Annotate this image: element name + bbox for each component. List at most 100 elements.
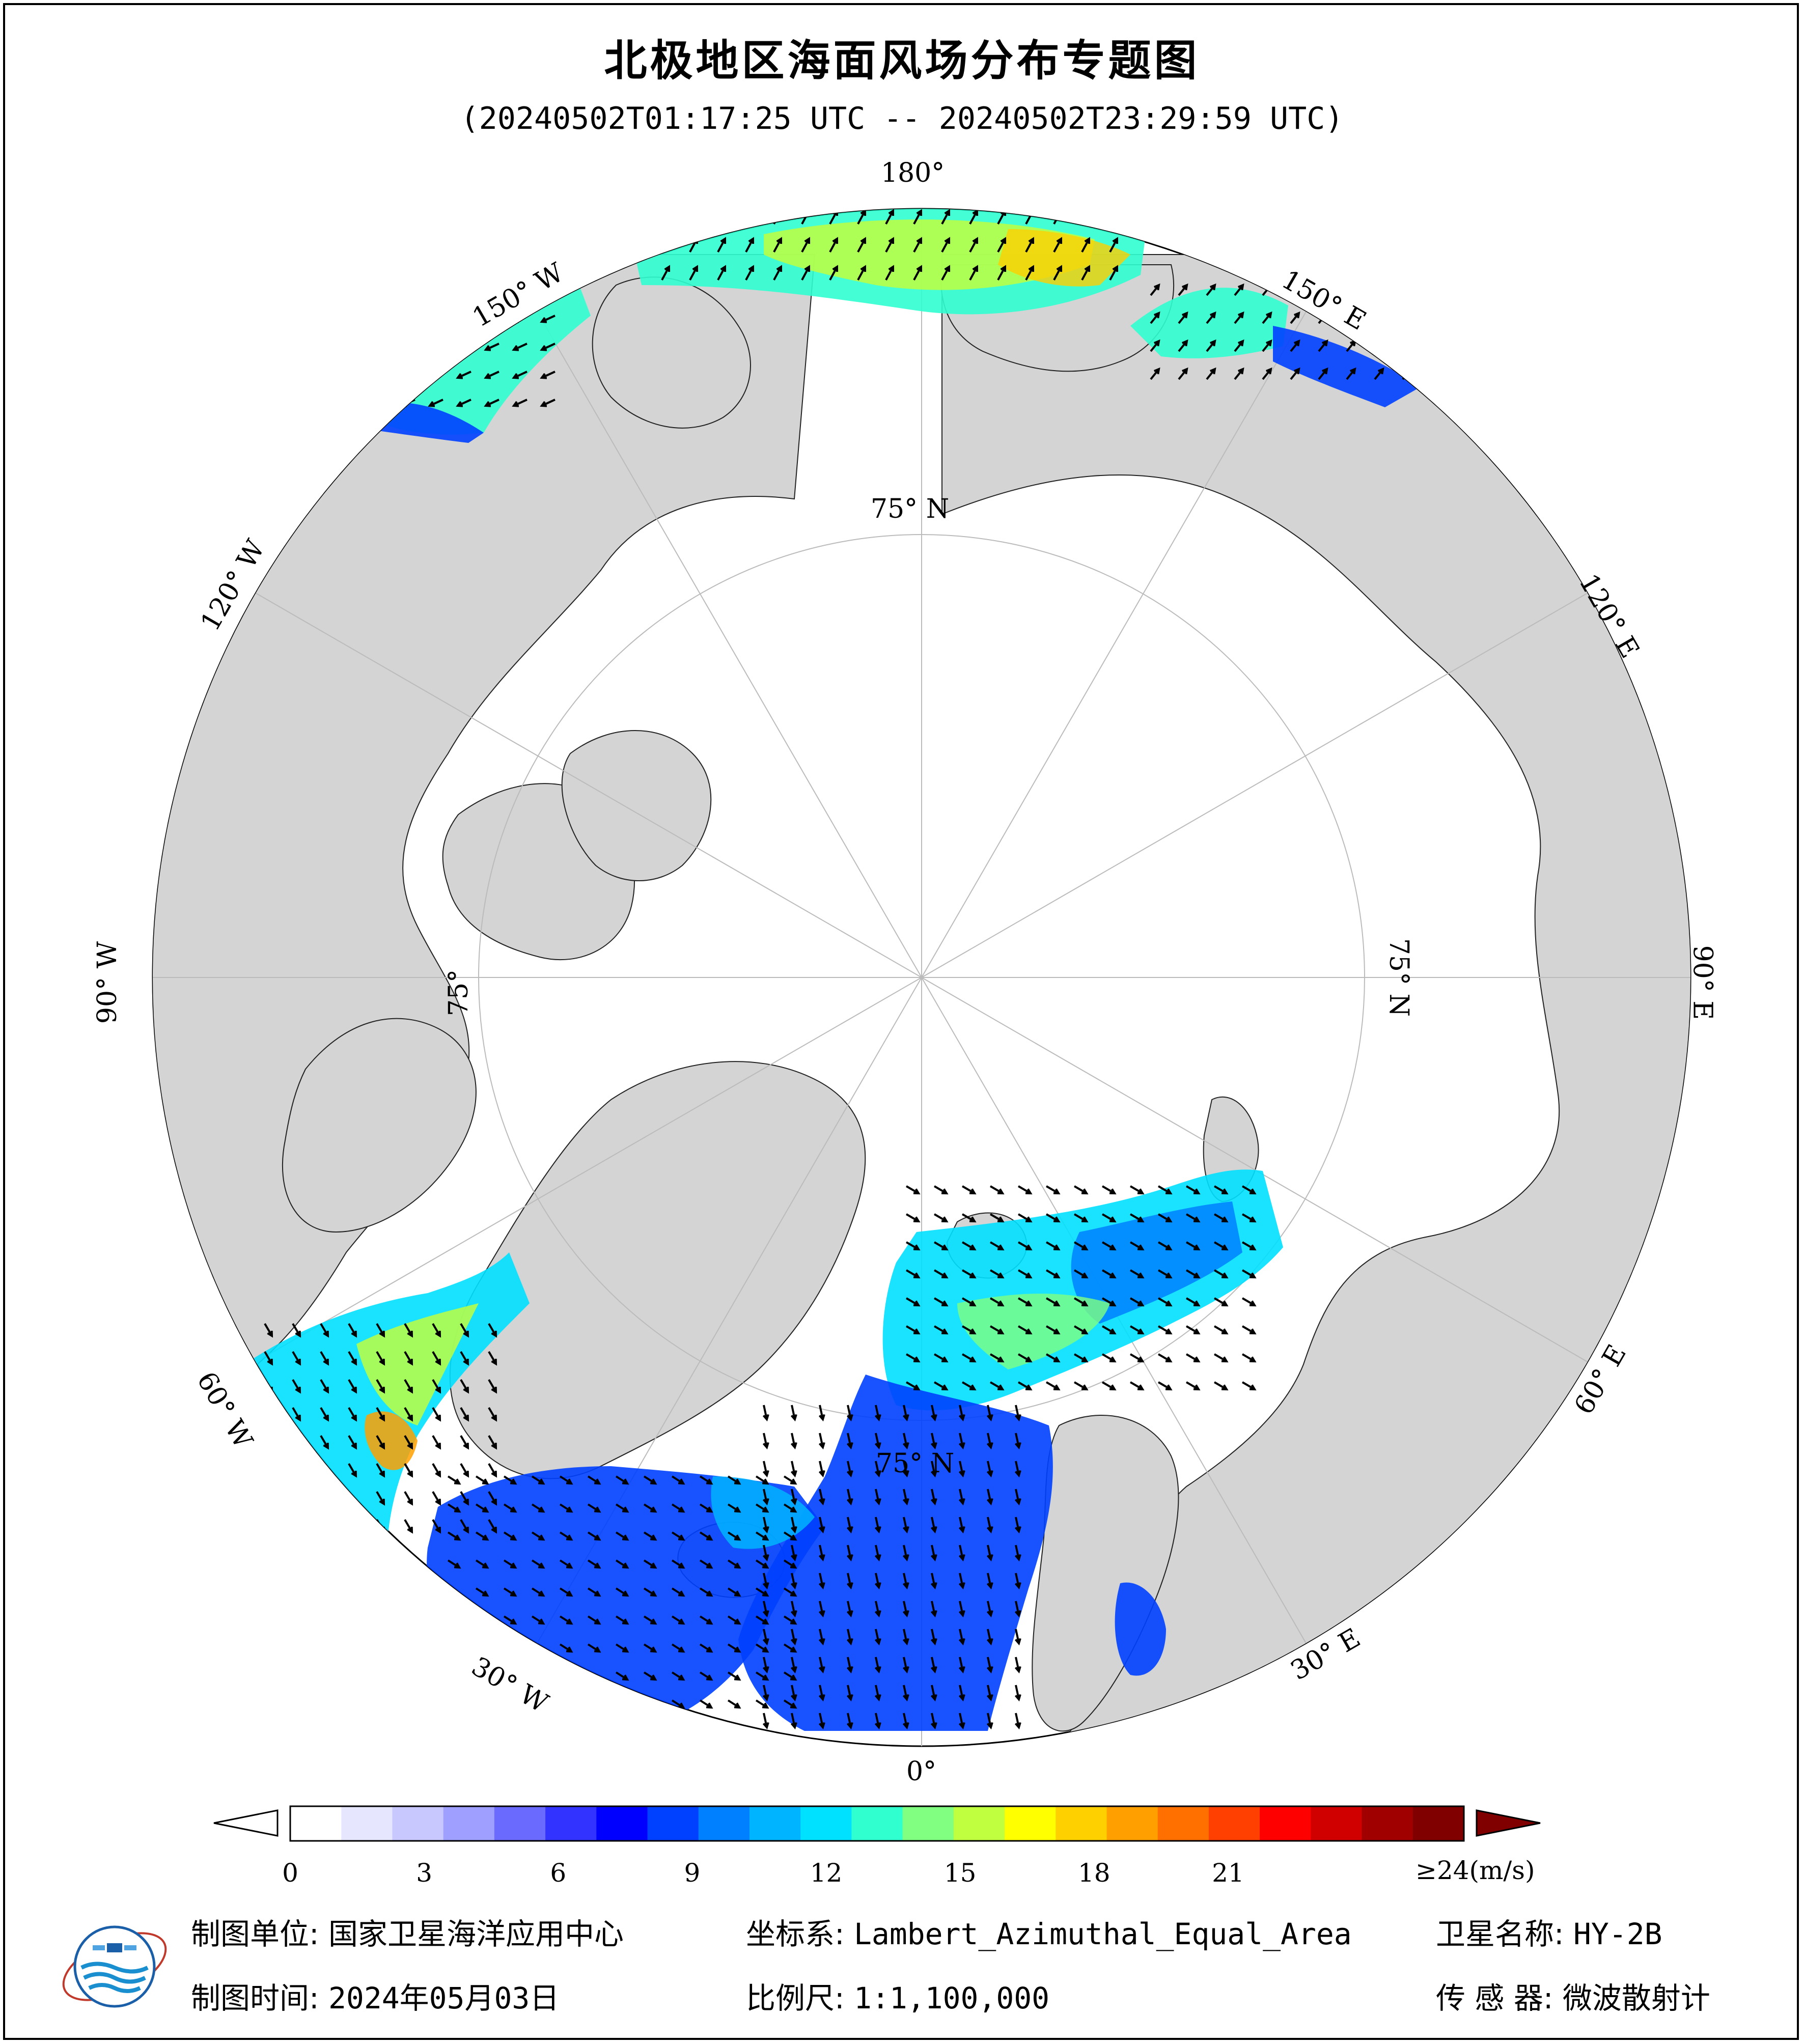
wind-arrow — [905, 1353, 921, 1363]
wind-arrow — [1185, 1213, 1201, 1223]
wind-arrow — [958, 1601, 965, 1618]
wind-arrow — [902, 1545, 909, 1562]
wind-arrow — [615, 1671, 629, 1681]
wind-arrow — [755, 1559, 769, 1569]
wind-arrow — [905, 1325, 921, 1335]
wind-arrow — [727, 1643, 741, 1653]
wind-arrow — [671, 1671, 685, 1681]
wind-arrow — [1101, 1297, 1117, 1307]
wind-arrow — [503, 1615, 517, 1625]
wind-arrow — [961, 1353, 977, 1363]
wind-arrow — [989, 1269, 1005, 1279]
colorbar-under-arrow — [213, 1809, 279, 1837]
wind-arrow — [292, 1379, 301, 1394]
wind-arrow — [447, 1503, 461, 1513]
wind-arrow — [615, 1615, 629, 1625]
wind-arrow — [1129, 1381, 1145, 1391]
wind-arrow — [905, 1241, 921, 1251]
wind-arrow — [1053, 237, 1063, 253]
wind-arrow — [475, 1503, 489, 1513]
wind-arrow — [643, 1587, 657, 1597]
wind-arrow — [1185, 1353, 1201, 1363]
colorbar-tick-label: 9 — [684, 1858, 701, 1888]
wind-arrow — [1206, 367, 1216, 380]
wind-arrow — [986, 1461, 993, 1478]
wind-arrow — [913, 237, 923, 253]
wind-arrow — [447, 1475, 461, 1485]
colorbar-unit-label: ≥24(m/s) — [1416, 1856, 1535, 1885]
wind-arrow — [1045, 1269, 1061, 1279]
wind-arrow — [1025, 265, 1035, 281]
wind-arrow — [559, 1475, 573, 1485]
wind-arrow — [1081, 237, 1091, 253]
wind-arrow — [503, 1475, 517, 1485]
wind-arrow — [460, 1491, 469, 1506]
wind-arrow — [902, 1657, 909, 1674]
wind-arrow — [456, 343, 471, 351]
wind-arrow — [428, 399, 443, 407]
wind-arrow — [818, 1545, 825, 1562]
wind-arrow — [531, 1615, 545, 1625]
wind-arrow — [1101, 1241, 1117, 1251]
wind-arrow — [762, 1629, 769, 1646]
wind-arrow — [475, 1699, 489, 1709]
wind-arrow — [961, 1297, 977, 1307]
wind-arrow — [372, 343, 387, 351]
wind-arrow — [531, 1671, 545, 1681]
wind-arrow — [913, 265, 923, 281]
wind-arrow — [1014, 1489, 1021, 1506]
wind-arrow — [1045, 1213, 1061, 1223]
colorbar-segment — [1157, 1806, 1209, 1841]
wind-arrow — [447, 1531, 461, 1541]
wind-arrow — [989, 1353, 1005, 1363]
wind-arrow — [404, 1463, 413, 1478]
wind-arrow — [292, 1463, 301, 1478]
meridian-line — [921, 311, 1307, 978]
wind-arrow — [1262, 367, 1272, 380]
colorbar-segment — [494, 1806, 546, 1841]
wind-arrow — [958, 1489, 965, 1506]
wind-arrow — [432, 1491, 441, 1506]
wind-arrow — [1185, 1381, 1201, 1391]
date-value: 2024年05月03日 — [328, 1981, 560, 2015]
wind-arrow — [930, 1545, 937, 1562]
wind-arrow — [930, 1685, 937, 1702]
wind-arrow — [348, 1351, 357, 1366]
wind-arrow — [783, 1587, 797, 1597]
colorbar-segment — [902, 1806, 954, 1841]
wind-arrow — [961, 1381, 977, 1391]
wind-arrow — [790, 1685, 797, 1702]
wind-arrow — [699, 1503, 713, 1513]
wind-arrow — [755, 1475, 769, 1485]
wind-arrow — [857, 237, 867, 253]
wind-arrow — [1178, 339, 1188, 352]
ellesmere-island — [561, 730, 712, 881]
wind-arrow — [1109, 209, 1119, 225]
wind-arrow — [643, 1503, 657, 1513]
wind-arrow — [1374, 283, 1384, 296]
wind-arrow — [1178, 283, 1188, 296]
wind-arrow — [874, 1517, 881, 1534]
wind-arrow — [717, 209, 727, 225]
wind-arrow — [1241, 1353, 1257, 1363]
lon-label-90e: 90° E — [1687, 945, 1718, 1020]
wind-arrow — [447, 1615, 461, 1625]
wind-arrow — [559, 1699, 573, 1709]
colorbar-segment — [647, 1806, 699, 1841]
wind-arrow — [902, 1461, 909, 1478]
wind-arrow — [320, 1407, 329, 1422]
wind-arrow — [727, 1503, 741, 1513]
wind-arrow — [755, 1503, 769, 1513]
wind-arrow — [1290, 339, 1300, 352]
wind-arrow — [717, 237, 727, 253]
wind-arrow — [818, 1573, 825, 1590]
wind-arrow — [762, 1657, 769, 1674]
wind-arrow — [755, 1531, 769, 1541]
wind-arrow — [348, 1379, 357, 1394]
wind-arrow — [404, 1351, 413, 1366]
wind-arrow — [1101, 1353, 1117, 1363]
wind-arrow — [727, 1615, 741, 1625]
wind-arrow — [1206, 311, 1216, 324]
wind-arrow — [1025, 237, 1035, 253]
wind-arrow — [428, 315, 443, 323]
